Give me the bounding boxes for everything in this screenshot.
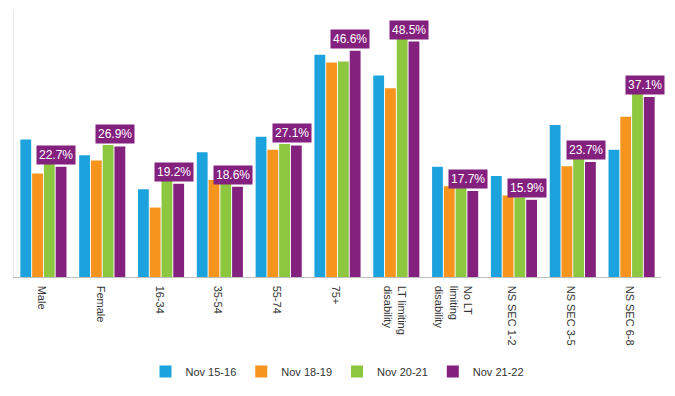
- svg-text:17.7%: 17.7%: [451, 172, 485, 186]
- svg-text:23.7%: 23.7%: [569, 143, 603, 157]
- svg-text:15.9%: 15.9%: [510, 181, 544, 195]
- svg-text:Nov 20-21: Nov 20-21: [377, 366, 428, 378]
- svg-text:16-34: 16-34: [154, 286, 166, 314]
- svg-text:75+: 75+: [330, 286, 342, 305]
- svg-text:Male: Male: [36, 286, 48, 310]
- svg-text:NS SEC 1-2: NS SEC 1-2: [506, 286, 518, 346]
- svg-text:Nov 21-22: Nov 21-22: [473, 366, 524, 378]
- svg-text:22.7%: 22.7%: [39, 148, 73, 162]
- svg-text:27.1%: 27.1%: [275, 126, 309, 140]
- svg-text:19.2%: 19.2%: [157, 165, 191, 179]
- svg-text:No LTlimitingdisability: No LTlimitingdisability: [433, 286, 474, 329]
- svg-text:35-54: 35-54: [212, 286, 224, 314]
- svg-text:Female: Female: [95, 286, 107, 323]
- svg-text:46.6%: 46.6%: [333, 32, 367, 46]
- svg-text:18.6%: 18.6%: [216, 168, 250, 182]
- svg-text:Nov 18-19: Nov 18-19: [281, 366, 332, 378]
- svg-text:NS SEC 6-8: NS SEC 6-8: [624, 286, 636, 346]
- svg-text:NS SEC 3-5: NS SEC 3-5: [565, 286, 577, 346]
- svg-text:37.1%: 37.1%: [628, 78, 662, 92]
- svg-text:Nov 15-16: Nov 15-16: [186, 366, 237, 378]
- svg-text:48.5%: 48.5%: [392, 23, 426, 37]
- svg-text:26.9%: 26.9%: [98, 127, 132, 141]
- svg-text:55-74: 55-74: [271, 286, 283, 314]
- svg-text:LT limitingdisability: LT limitingdisability: [382, 286, 408, 335]
